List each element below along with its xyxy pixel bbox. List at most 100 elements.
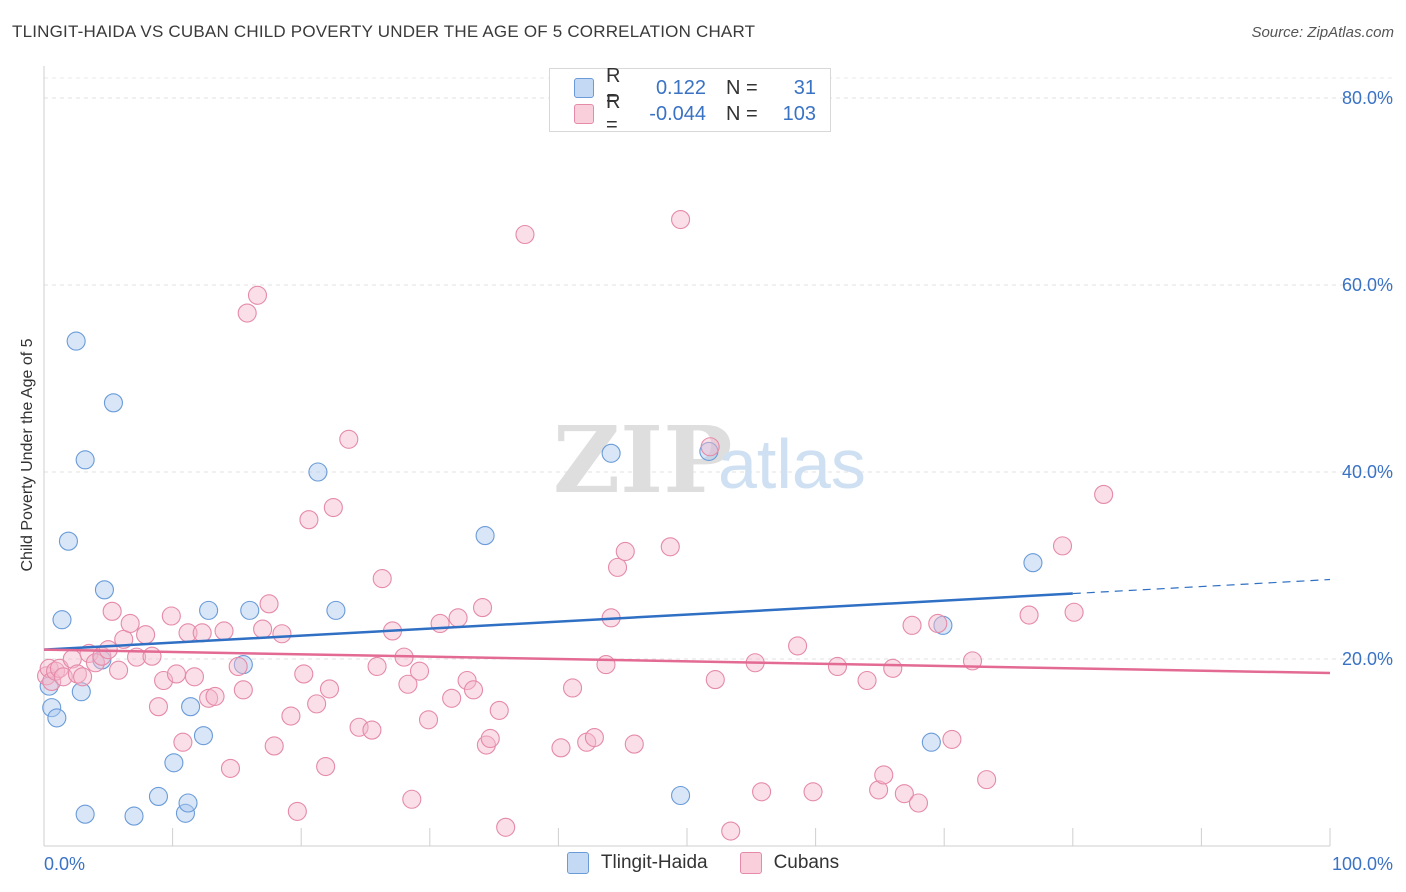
point-pink [294, 664, 314, 684]
point-pink [247, 285, 268, 305]
r-value: -0.044 [649, 102, 706, 125]
point-pink [120, 613, 140, 634]
n-label: N = [726, 102, 758, 125]
trend-line-blue [43, 592, 1073, 651]
point-pink [977, 770, 997, 790]
point-pink [281, 706, 301, 726]
y-tick-label: 20.0% [1342, 649, 1393, 669]
point-blue [475, 526, 495, 546]
point-pink [418, 710, 439, 730]
point-pink [53, 667, 73, 687]
legend-label: Tlingit-Haida [600, 852, 708, 873]
point-pink [299, 510, 319, 530]
point-pink [272, 624, 292, 644]
point-pink [323, 497, 343, 518]
point-pink [615, 541, 635, 562]
point-pink [402, 789, 422, 809]
point-pink [192, 623, 212, 643]
point-pink [1052, 536, 1073, 556]
point-pink [496, 817, 516, 837]
data-points [37, 210, 1114, 841]
point-pink [803, 782, 823, 802]
point-blue [94, 580, 114, 600]
gridlines [44, 77, 1395, 660]
point-pink [199, 688, 219, 708]
point-blue [66, 331, 86, 351]
point-pink [109, 660, 129, 680]
point-pink [883, 658, 903, 678]
point-pink [1094, 484, 1114, 504]
point-blue [52, 610, 72, 630]
y-tick-label: 80.0% [1342, 88, 1393, 108]
blue-swatch [566, 852, 589, 874]
point-pink [253, 619, 273, 639]
point-pink [1019, 605, 1039, 625]
x-tick-label-min: 0.0% [44, 854, 85, 874]
point-blue [199, 600, 219, 620]
point-pink [584, 727, 604, 748]
point-blue [58, 531, 78, 551]
point-pink [700, 437, 720, 457]
tick-labels: 20.0% 40.0% 60.0% 80.0% 0.0% 100.0% [44, 88, 1393, 874]
point-pink [287, 801, 307, 821]
point-pink [442, 688, 462, 708]
point-blue [103, 393, 123, 413]
point-pink [398, 674, 418, 694]
point-pink [161, 606, 181, 626]
pink-swatch [739, 852, 762, 874]
r-value: 0.122 [655, 76, 706, 99]
point-blue [308, 462, 328, 482]
trend-line-pink [43, 648, 1331, 675]
point-pink [562, 678, 583, 698]
legend-item-tlingit-haida[interactable]: Tlingit-Haida [566, 852, 708, 874]
point-pink [624, 734, 644, 754]
point-pink [73, 667, 93, 687]
y-tick-label: 40.0% [1342, 462, 1393, 482]
point-blue [164, 753, 184, 773]
point-blue [181, 697, 201, 717]
point-pink [1064, 602, 1084, 622]
watermark-atlas: atlas [718, 425, 866, 503]
r-label: R = [606, 91, 621, 136]
n-value: 31 [793, 76, 816, 99]
point-pink [894, 784, 914, 804]
point-pink [67, 664, 87, 684]
point-blue [71, 682, 91, 702]
point-blue [193, 726, 214, 746]
point-pink [307, 694, 327, 714]
point-pink [902, 615, 922, 635]
source-label: Source: ZipAtlas.com [1251, 24, 1394, 41]
point-pink [173, 732, 193, 752]
n-value: 103 [782, 102, 816, 125]
point-pink [339, 429, 359, 449]
point-pink [448, 608, 468, 628]
series-legend: Tlingit-Haida Cubans [0, 852, 1406, 874]
legend-row-cubans: R = -0.044 N = 103 [550, 91, 816, 136]
r-label: R = [606, 65, 621, 110]
point-blue [47, 708, 67, 728]
legend-row-tlingit-haida: R = 0.122 N = 31 [550, 65, 816, 110]
point-pink [136, 625, 156, 645]
trend-lines [43, 578, 1331, 675]
point-pink [102, 601, 122, 621]
point-pink [237, 303, 257, 323]
point-pink [184, 667, 205, 687]
point-pink [827, 656, 848, 677]
point-blue [42, 698, 62, 718]
point-pink [752, 782, 772, 802]
point-pink [142, 646, 162, 666]
legend-item-cubans[interactable]: Cubans [739, 852, 839, 874]
point-blue [124, 806, 144, 826]
point-pink [660, 537, 680, 557]
point-pink [316, 756, 336, 777]
point-pink [205, 686, 225, 706]
point-pink [480, 728, 500, 749]
point-pink [148, 697, 169, 717]
point-blue [148, 786, 169, 806]
point-pink [463, 680, 484, 700]
point-pink [457, 670, 477, 691]
point-pink [489, 700, 509, 720]
chart-title: TLINGIT-HAIDA VS CUBAN CHILD POVERTY UND… [12, 22, 756, 41]
point-pink [214, 621, 234, 641]
